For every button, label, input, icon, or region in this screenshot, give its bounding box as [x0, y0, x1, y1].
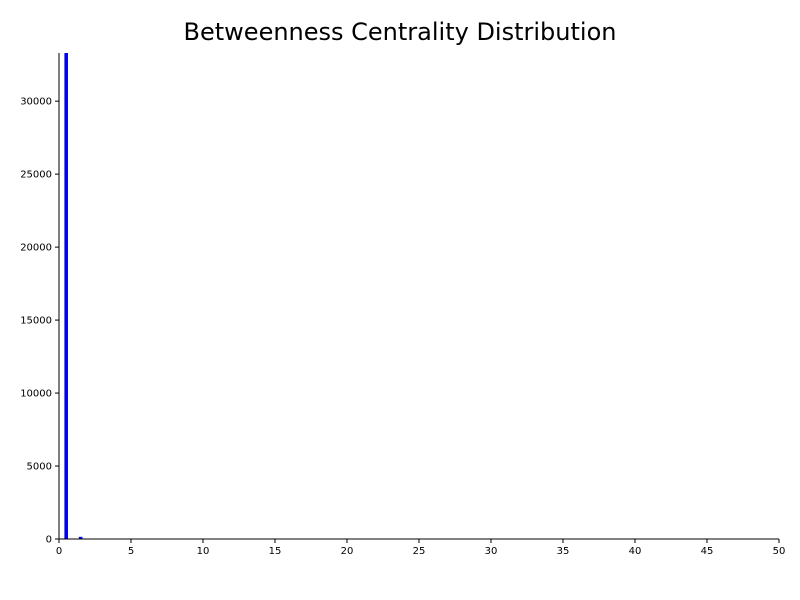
x-tick-label-1: 5: [128, 546, 134, 557]
x-tick-label-6: 30: [485, 546, 498, 557]
y-tick-label-4: 20000: [20, 243, 52, 254]
y-tick-label-1: 5000: [27, 462, 52, 473]
x-tick-label-7: 35: [557, 546, 570, 557]
x-tick-label-2: 10: [197, 546, 210, 557]
x-tick-label-0: 0: [56, 546, 62, 557]
y-tick-label-3: 15000: [20, 316, 52, 327]
x-tick-label-8: 40: [629, 546, 642, 557]
bars-layer: [64, 53, 83, 539]
y-tick-label-2: 10000: [20, 389, 52, 400]
y-tick-label-6: 30000: [20, 97, 52, 108]
x-tick-label-4: 20: [341, 546, 354, 557]
axes-layer: 0 5 10 15 20 25 30 35 40 45 50 0 5000 10000 15000 20000…: [20, 53, 785, 557]
chart-title: Betweenness Centrality Distribution: [183, 18, 617, 46]
x-tick-label-3: 15: [269, 546, 282, 557]
x-tick-label-9: 45: [701, 546, 714, 557]
x-tick-label-10: 50: [773, 546, 786, 557]
x-tick-label-5: 25: [413, 546, 426, 557]
y-tick-label-0: 0: [46, 535, 52, 546]
y-tick-label-5: 25000: [20, 170, 52, 181]
bar-1: [78, 536, 83, 539]
bar-0: [64, 53, 68, 539]
